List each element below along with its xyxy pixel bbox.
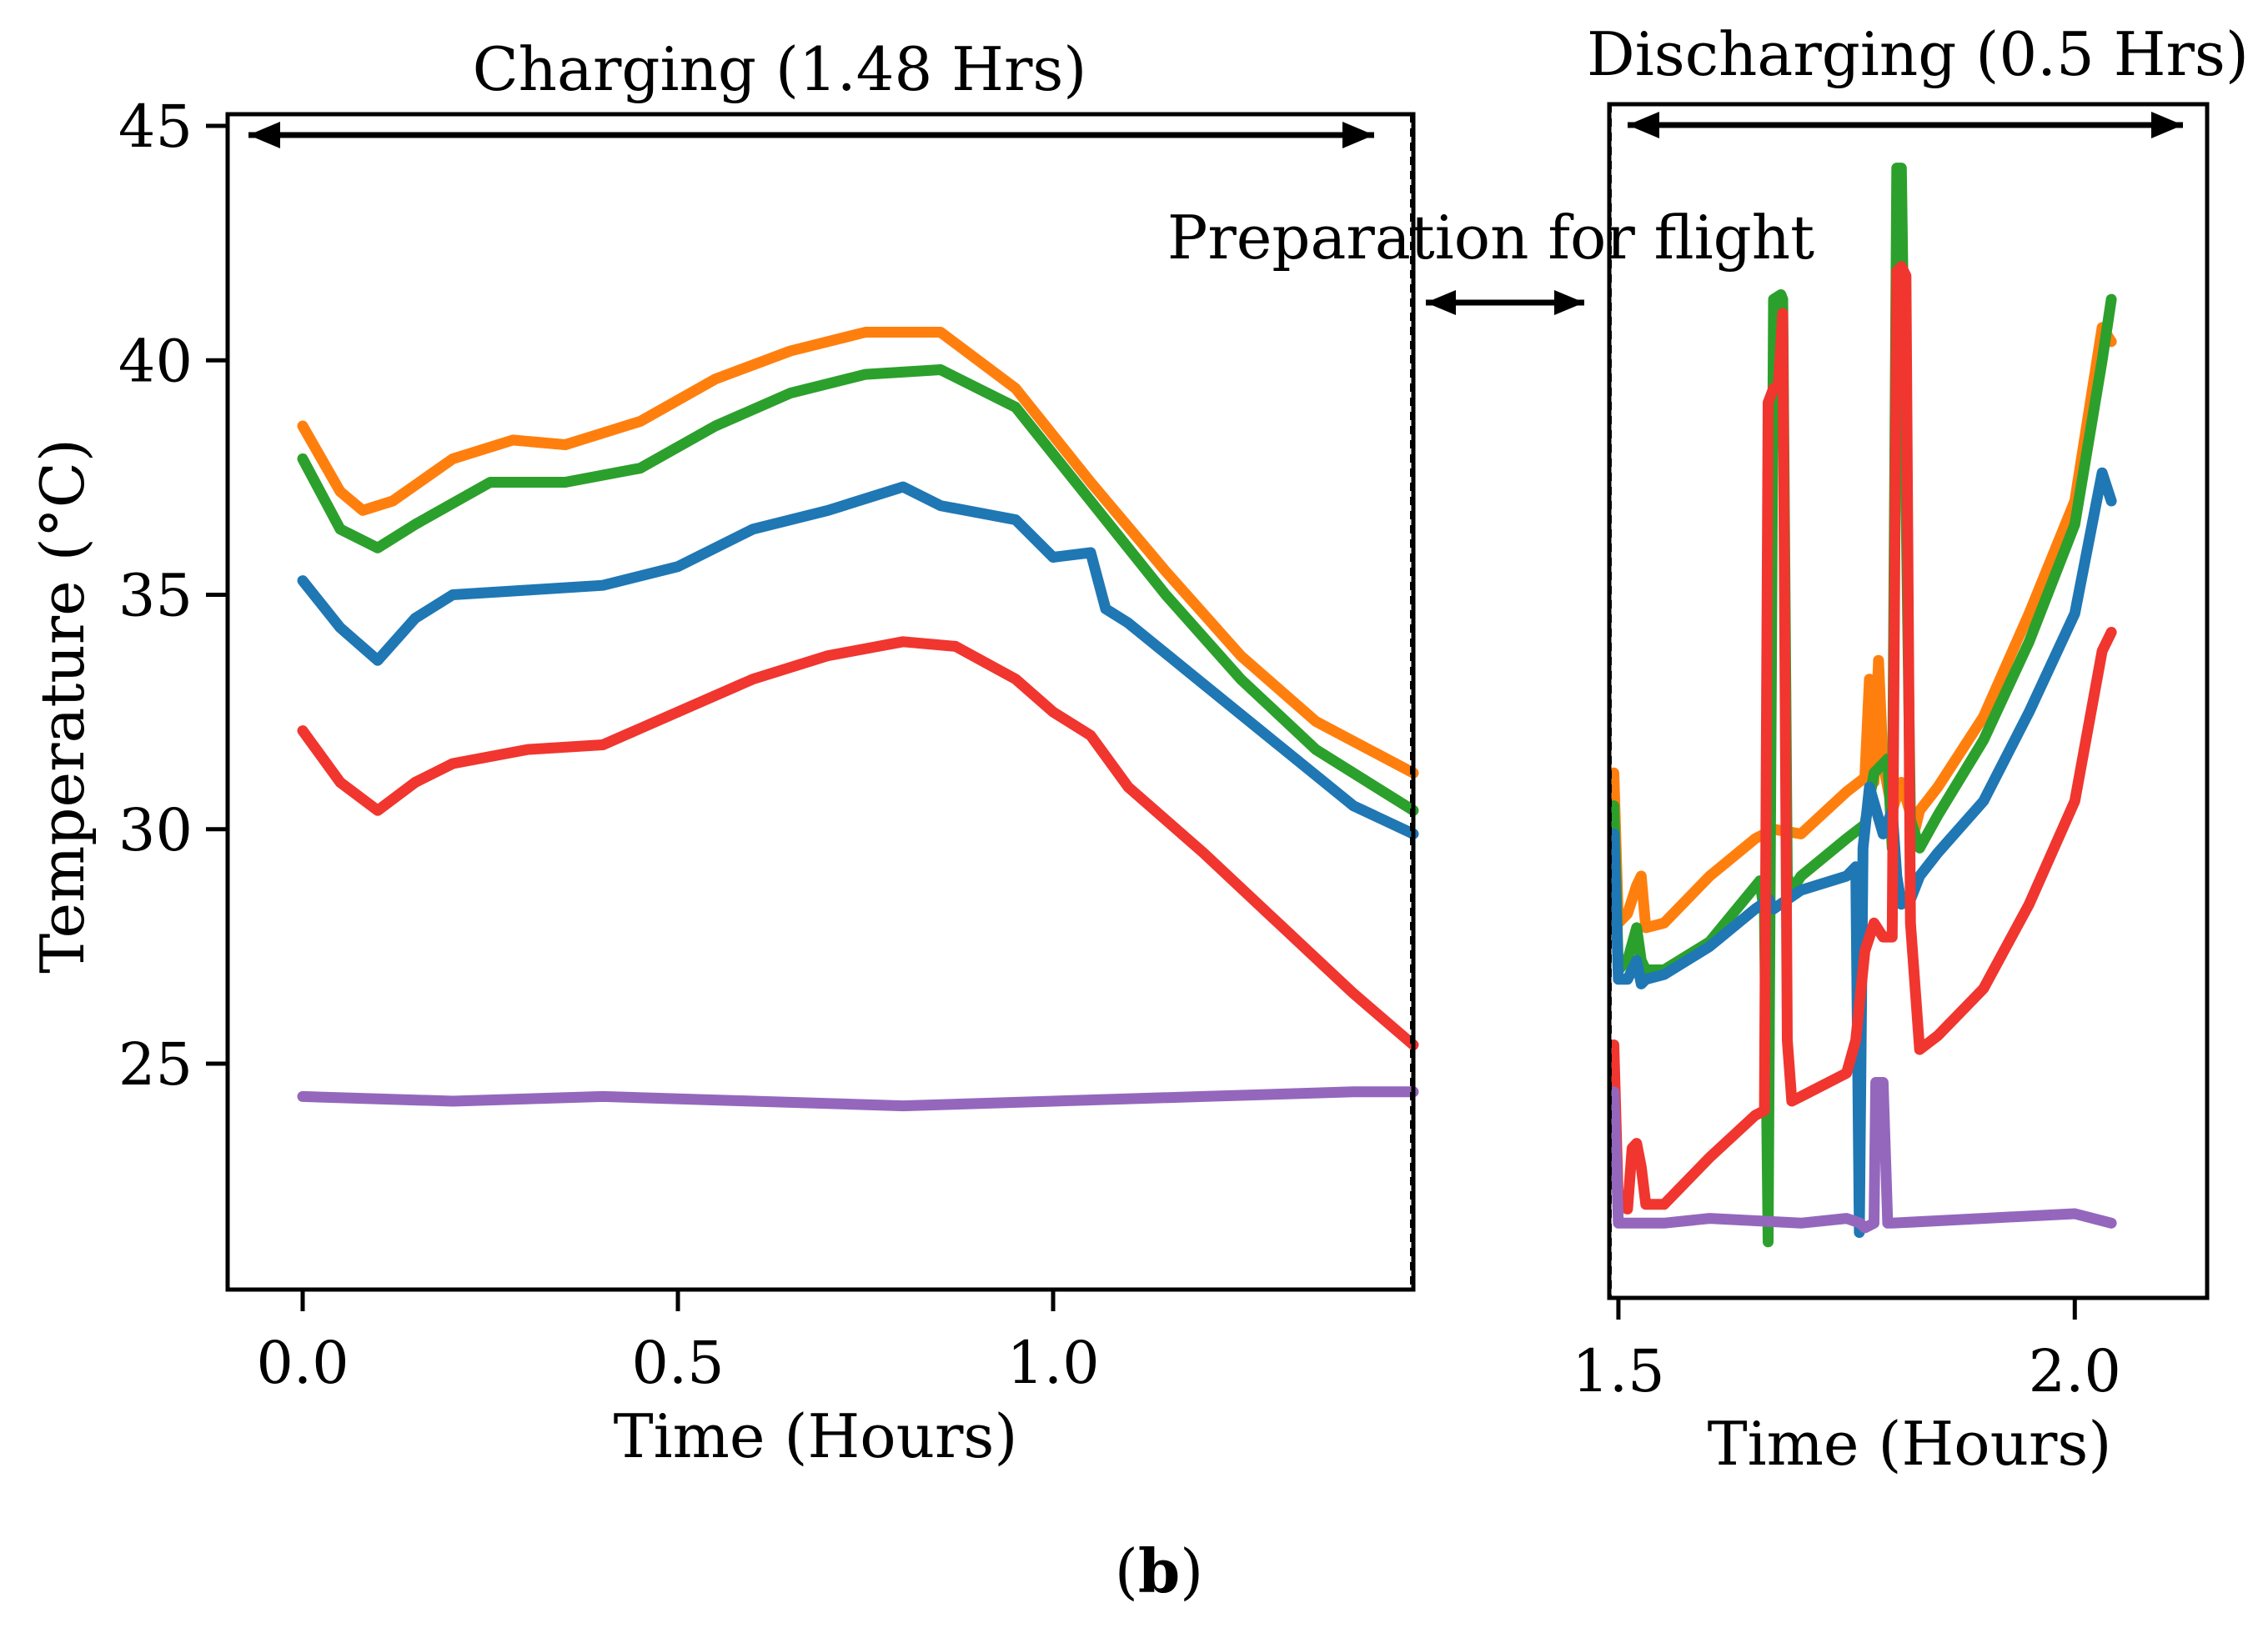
discharging-x-tick-label: 1.5 <box>1572 1337 1664 1405</box>
charging-series-lines <box>297 327 1419 1112</box>
discharging-series-purple <box>1608 1077 2117 1234</box>
panel-discharging: Discharging (0.5 Hrs) 1.5 2.0 Time (Hours… <box>1572 19 2249 1479</box>
preparation-label: Preparation for flight <box>1167 203 1814 273</box>
charging-series-blue <box>297 481 1419 839</box>
discharging-x-axis: 1.5 2.0 <box>1572 1298 2121 1405</box>
y-tick-label: 30 <box>118 796 193 864</box>
y-tick-label: 35 <box>118 562 193 630</box>
discharging-series-red <box>1608 261 2117 1215</box>
preparation-annotation: Preparation for flight <box>1167 203 1814 315</box>
y-axis-label: Temperature (°C) <box>28 438 98 974</box>
discharging-series-lines <box>1608 163 2117 1248</box>
charging-x-axis-label: Time (Hours) <box>614 1401 1018 1471</box>
charging-series-red <box>297 636 1419 1050</box>
discharging-x-tick-label: 2.0 <box>2029 1337 2121 1405</box>
y-tick-label: 25 <box>118 1030 193 1099</box>
charging-span-arrow <box>248 122 1374 148</box>
charging-series-green <box>297 364 1419 816</box>
discharging-series-green <box>1608 163 2117 1248</box>
charging-series-purple <box>297 1086 1419 1112</box>
charging-x-tick-label: 0.5 <box>631 1329 724 1397</box>
figure-caption: (b) <box>1115 1535 1204 1606</box>
charging-x-axis: 0.0 0.5 1.0 <box>256 1290 1100 1397</box>
charging-x-tick-label: 1.0 <box>1006 1329 1099 1397</box>
discharging-x-axis-label: Time (Hours) <box>1708 1409 2112 1479</box>
caption-open-paren: ( <box>1115 1536 1138 1606</box>
y-tick-label: 40 <box>118 327 193 395</box>
charging-series-orange <box>297 327 1419 779</box>
charging-header: Charging (1.48 Hrs) <box>473 34 1087 104</box>
charging-y-axis: 25 30 35 40 45 <box>118 93 228 1099</box>
charging-x-tick-label: 0.0 <box>256 1329 349 1397</box>
discharging-series-blue <box>1608 467 2117 1238</box>
discharging-span-arrow <box>1628 112 2183 138</box>
caption-close-paren: ) <box>1180 1536 1203 1606</box>
caption-letter: b <box>1138 1535 1180 1606</box>
discharging-header: Discharging (0.5 Hrs) <box>1587 19 2249 89</box>
discharging-series-orange <box>1608 322 2117 934</box>
panel-charging: Charging (1.48 Hrs) 25 30 35 40 45 0.0 0.5 1.0… <box>28 34 1419 1471</box>
y-tick-label: 45 <box>118 93 193 161</box>
charging-plot-frame <box>225 112 1416 1292</box>
